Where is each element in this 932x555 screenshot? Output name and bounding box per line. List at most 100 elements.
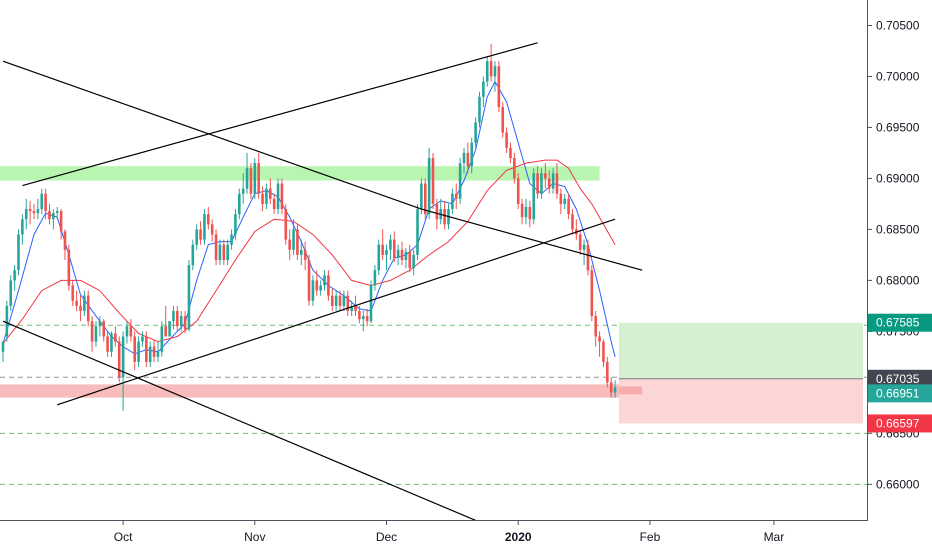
candle-body (544, 173, 547, 179)
candle (67, 244, 71, 291)
candle-body (257, 163, 260, 194)
candle (489, 43, 493, 82)
candle-body (485, 61, 489, 82)
candle-body (404, 251, 408, 260)
candle-body (218, 244, 222, 260)
candle-body (32, 211, 36, 214)
candle (470, 137, 474, 174)
candle-body (265, 188, 268, 204)
candle-body (311, 280, 315, 301)
candle-body (164, 326, 168, 337)
candle (454, 183, 458, 210)
price-tag-label: 0.66597 (876, 416, 920, 430)
candle-body (241, 188, 245, 194)
candle-body (245, 168, 249, 189)
candle (152, 339, 156, 362)
candle-body (156, 351, 160, 357)
price-scale-bg[interactable] (867, 0, 932, 520)
candle-body (284, 209, 288, 240)
candle (75, 290, 78, 311)
candle (361, 310, 365, 332)
candle-body (427, 158, 431, 215)
candle (102, 319, 106, 342)
candle-body (13, 270, 16, 281)
price-tick-label: 0.70000 (876, 69, 920, 83)
sr-zone-0[interactable] (0, 166, 600, 181)
candle-body (571, 214, 574, 230)
candle-body (55, 211, 59, 214)
position-target-zone[interactable] (618, 322, 863, 379)
candle-body (195, 229, 198, 245)
price-tag-label: 0.66951 (876, 386, 920, 400)
trendline-4[interactable] (421, 208, 643, 271)
candle (485, 56, 489, 87)
candle-body (606, 361, 609, 383)
candle (315, 270, 319, 296)
candle-body (369, 285, 373, 322)
candle-body (385, 249, 388, 255)
candle-body (86, 295, 90, 322)
candle-body (168, 321, 171, 337)
candle (594, 310, 598, 347)
candle (563, 193, 567, 210)
candle (513, 152, 516, 184)
candle (203, 209, 206, 245)
candle-body (551, 173, 555, 189)
position-tool[interactable] (618, 322, 863, 424)
candle (106, 331, 109, 357)
trendline-3[interactable] (57, 218, 616, 406)
candle (365, 308, 369, 327)
candle-body (207, 214, 210, 225)
candle-body (513, 158, 516, 179)
candle-body (261, 193, 264, 204)
position-stop-zone[interactable] (618, 378, 863, 424)
candle (547, 170, 551, 194)
candle-body (79, 305, 82, 311)
candle-body (98, 321, 102, 327)
candle (404, 247, 408, 269)
candle-body (420, 183, 423, 210)
time-tick-label: Dec (376, 530, 397, 544)
sr-zone-1[interactable] (0, 384, 643, 398)
candle (466, 142, 470, 174)
trendline-0[interactable] (2, 60, 422, 210)
candle (187, 260, 191, 332)
candle-body (203, 214, 206, 240)
candle-body (9, 280, 13, 306)
trendline-2[interactable] (22, 42, 538, 187)
trendlines-layer[interactable] (2, 42, 643, 531)
moving-average-line-1 (2, 159, 616, 344)
candle (528, 200, 532, 228)
candle (377, 239, 381, 276)
candle (71, 280, 75, 306)
candle-body (199, 229, 202, 240)
candle (567, 193, 570, 220)
candle (400, 241, 404, 266)
candle-body (482, 81, 485, 97)
candle (79, 295, 82, 322)
candle (458, 158, 462, 204)
time-scale-bg[interactable] (0, 520, 932, 550)
trendline-1[interactable] (2, 320, 500, 531)
candle (207, 206, 210, 230)
candle-body (389, 239, 392, 250)
candle (137, 336, 140, 368)
time-tick-label: Nov (244, 530, 265, 544)
candle-body (361, 316, 365, 320)
candle-body (268, 188, 272, 199)
candle-body (462, 152, 466, 164)
candle (427, 147, 431, 220)
candle (551, 168, 555, 194)
candle (296, 224, 299, 260)
candle-body (145, 336, 148, 362)
position-current-marker (618, 386, 643, 395)
candle (265, 183, 268, 210)
candle-body (470, 142, 474, 167)
candle (396, 244, 400, 266)
candle-body (230, 234, 233, 245)
candle (408, 244, 412, 273)
